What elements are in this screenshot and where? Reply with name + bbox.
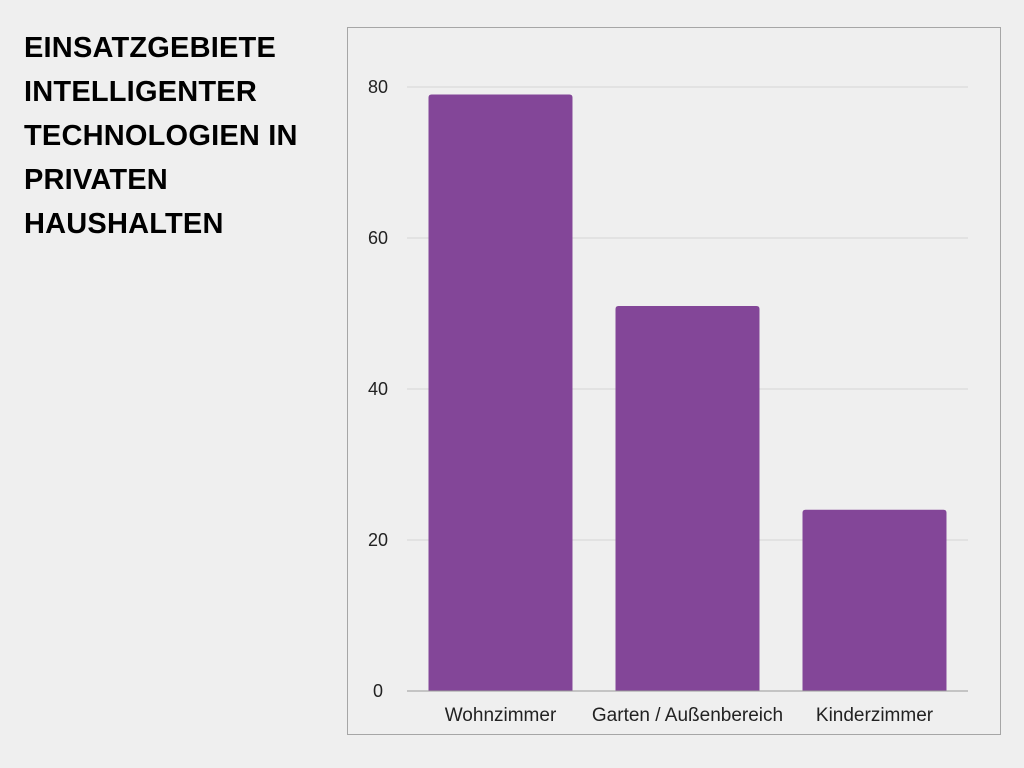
y-tick-label: 80 bbox=[368, 77, 388, 97]
x-category-label: Garten / Außenbereich bbox=[592, 705, 783, 726]
bar-1 bbox=[615, 305, 760, 691]
y-tick-label: 0 bbox=[373, 681, 383, 701]
chart-frame: 0 20 40 60 80 Wohnzimmer Garten / Außenbereich… bbox=[347, 27, 1001, 735]
y-tick-label: 20 bbox=[368, 530, 388, 550]
y-tick-label: 60 bbox=[368, 228, 388, 248]
bar-chart: 0 20 40 60 80 Wohnzimmer Garten / Außenbereich… bbox=[368, 77, 968, 726]
x-category-label: Kinderzimmer bbox=[816, 705, 934, 726]
y-tick-label: 40 bbox=[368, 379, 388, 399]
bars bbox=[428, 94, 947, 692]
bar-2 bbox=[802, 509, 947, 691]
bar-0 bbox=[428, 94, 573, 692]
x-category-label: Wohnzimmer bbox=[445, 705, 557, 726]
labels: 0 20 40 60 80 Wohnzimmer Garten / Außenbereich… bbox=[368, 77, 934, 726]
slide-title: EINSATZGEBIETE INTELLIGENTER TECHNOLOGIE… bbox=[24, 32, 298, 240]
